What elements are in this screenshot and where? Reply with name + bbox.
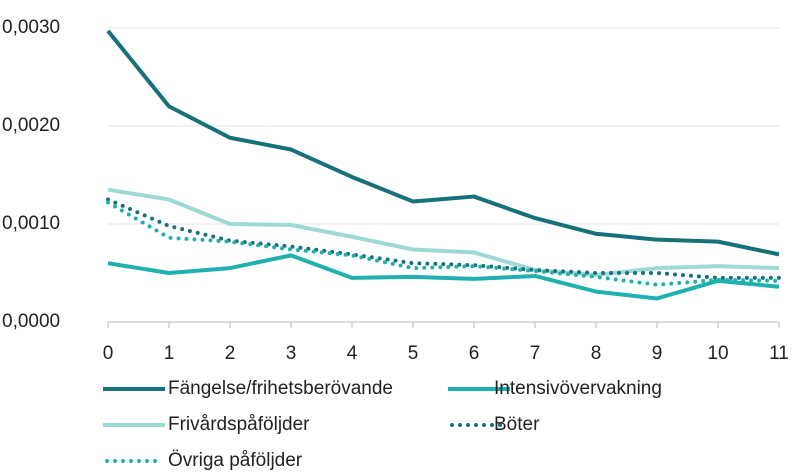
x-tick-label: 3 <box>286 343 297 364</box>
legend-label: Frivårdspåföljder <box>168 414 310 435</box>
legend-label: Intensivövervakning <box>494 378 662 399</box>
x-tick-label: 8 <box>591 343 602 364</box>
x-tick-label: 1 <box>164 343 175 364</box>
legend-label: Övriga påföljder <box>168 450 303 471</box>
series-line <box>107 187 780 277</box>
series-line <box>106 200 781 287</box>
x-tick-label: 9 <box>652 343 663 364</box>
series-line <box>107 253 780 301</box>
x-tick-label: 5 <box>408 343 419 364</box>
y-tick-label: 0,0030 <box>2 17 60 38</box>
x-tick-label: 4 <box>347 343 358 364</box>
x-tick-label: 6 <box>469 343 480 364</box>
x-tick-label: 11 <box>769 343 789 364</box>
x-tick-label: 2 <box>225 343 236 364</box>
series-line <box>106 29 780 257</box>
x-tick-label: 10 <box>707 343 728 364</box>
series-line <box>106 197 781 280</box>
y-tick-label: 0,0010 <box>2 213 60 234</box>
y-tick-label: 0,0000 <box>2 311 60 332</box>
x-tick-label: 7 <box>530 343 541 364</box>
legend-label: Fängelse/frihetsberövande <box>168 378 393 399</box>
x-tick-label: 0 <box>103 343 114 364</box>
legend-label: Böter <box>494 414 540 435</box>
y-tick-label: 0,0020 <box>2 115 60 136</box>
